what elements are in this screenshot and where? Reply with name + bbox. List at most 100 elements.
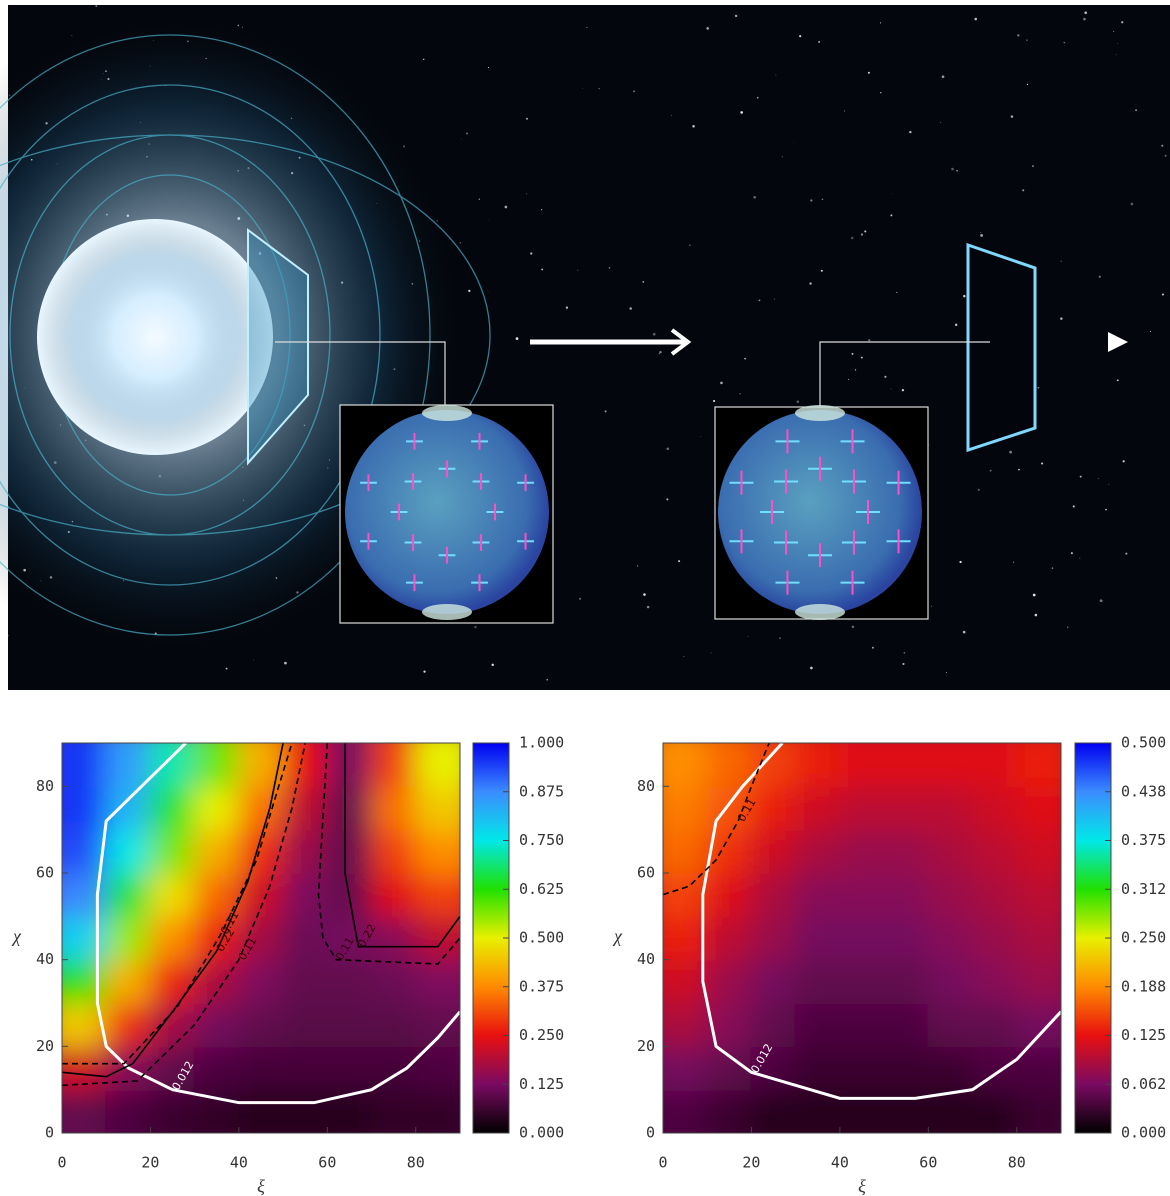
star: [821, 270, 823, 272]
heat-cell: [238, 785, 284, 830]
star: [526, 118, 528, 120]
star: [735, 15, 737, 17]
x-tick-label: 40: [230, 1154, 248, 1172]
star: [818, 41, 820, 43]
heat-cell: [972, 1002, 1018, 1047]
x-tick-label: 80: [1008, 1154, 1026, 1172]
heat-cell: [43, 1089, 107, 1153]
star: [423, 59, 424, 60]
star: [1084, 11, 1087, 14]
star: [809, 282, 811, 284]
star: [1027, 84, 1028, 85]
heat-cell: [371, 1002, 417, 1047]
star: [7, 635, 8, 636]
heat-cell: [839, 724, 885, 788]
heat-cell: [750, 724, 796, 788]
star: [896, 292, 897, 293]
star: [1041, 462, 1043, 464]
star: [822, 198, 824, 200]
heat-cell: [194, 785, 240, 830]
y-tick-label: 60: [36, 864, 54, 882]
star: [1079, 558, 1080, 559]
heat-cell: [927, 1089, 973, 1153]
star: [849, 620, 850, 621]
heat-cell: [883, 872, 929, 917]
y-tick-label: 40: [36, 950, 54, 968]
heat-cell: [795, 872, 841, 917]
heat-cell: [883, 915, 929, 960]
heat-cell: [282, 724, 328, 788]
colorbar-tick-label: 0.750: [519, 831, 564, 849]
heat-cell: [105, 1002, 151, 1047]
heat-cell: [105, 1089, 151, 1153]
heat-cell: [972, 915, 1018, 960]
star: [666, 447, 669, 450]
star: [1009, 451, 1012, 454]
heat-cell: [105, 829, 151, 874]
heat-cell: [795, 724, 841, 788]
star: [1032, 165, 1033, 166]
star: [666, 498, 668, 500]
star: [744, 358, 746, 360]
colorbar-tick-label: 0.250: [1121, 929, 1166, 947]
star: [974, 18, 977, 21]
star: [541, 209, 542, 210]
heat-cell: [883, 959, 929, 1004]
star: [1117, 43, 1118, 44]
star: [955, 324, 957, 326]
heat-cell: [839, 959, 885, 1004]
star: [461, 139, 462, 140]
heat-cell: [282, 872, 328, 917]
heat-cell: [371, 959, 417, 1004]
heat-cell: [415, 872, 479, 917]
colorbar-tick-label: 0.875: [519, 782, 564, 800]
heat-cell: [415, 915, 479, 960]
heat-cell: [972, 872, 1018, 917]
star: [546, 679, 548, 681]
star: [1018, 469, 1020, 471]
heat-cell: [194, 829, 240, 874]
heat-cell: [282, 1089, 328, 1153]
star: [890, 214, 892, 216]
star: [706, 27, 709, 30]
star: [642, 281, 644, 283]
heat-cell: [149, 829, 195, 874]
star: [713, 400, 715, 402]
y-tick-label: 0: [646, 1124, 655, 1142]
heat-cell: [927, 1002, 973, 1047]
heat-cell: [883, 785, 929, 830]
star: [530, 252, 532, 254]
x-tick-label: 60: [919, 1154, 937, 1172]
star: [775, 74, 776, 75]
heat-cell: [194, 724, 240, 788]
star: [793, 142, 794, 143]
heat-cell: [795, 1045, 841, 1090]
heat-cell: [972, 724, 1018, 788]
star: [880, 22, 881, 23]
heat-cell: [282, 1045, 328, 1090]
heat-cell: [326, 724, 372, 788]
heat-cell: [883, 1045, 929, 1090]
star: [541, 269, 543, 271]
star: [1165, 155, 1167, 157]
x-tick-label: 20: [141, 1154, 159, 1172]
star: [1113, 31, 1114, 32]
heat-cell: [706, 1089, 752, 1153]
heat-cell: [750, 872, 796, 917]
star: [1150, 331, 1151, 332]
heat-cell: [1016, 915, 1080, 960]
heat-cell: [149, 1002, 195, 1047]
star: [940, 122, 941, 123]
heat-cell: [105, 915, 151, 960]
heat-cell: [238, 1045, 284, 1090]
star: [799, 35, 801, 37]
star: [851, 237, 853, 239]
star: [956, 170, 957, 171]
star: [959, 561, 961, 563]
star: [479, 199, 480, 200]
colorbar-tick-label: 0.000: [519, 1124, 564, 1142]
star: [1080, 476, 1082, 478]
x-tick-label: 0: [658, 1154, 667, 1172]
heat-cell: [839, 1045, 885, 1090]
heat-cell: [415, 785, 479, 830]
